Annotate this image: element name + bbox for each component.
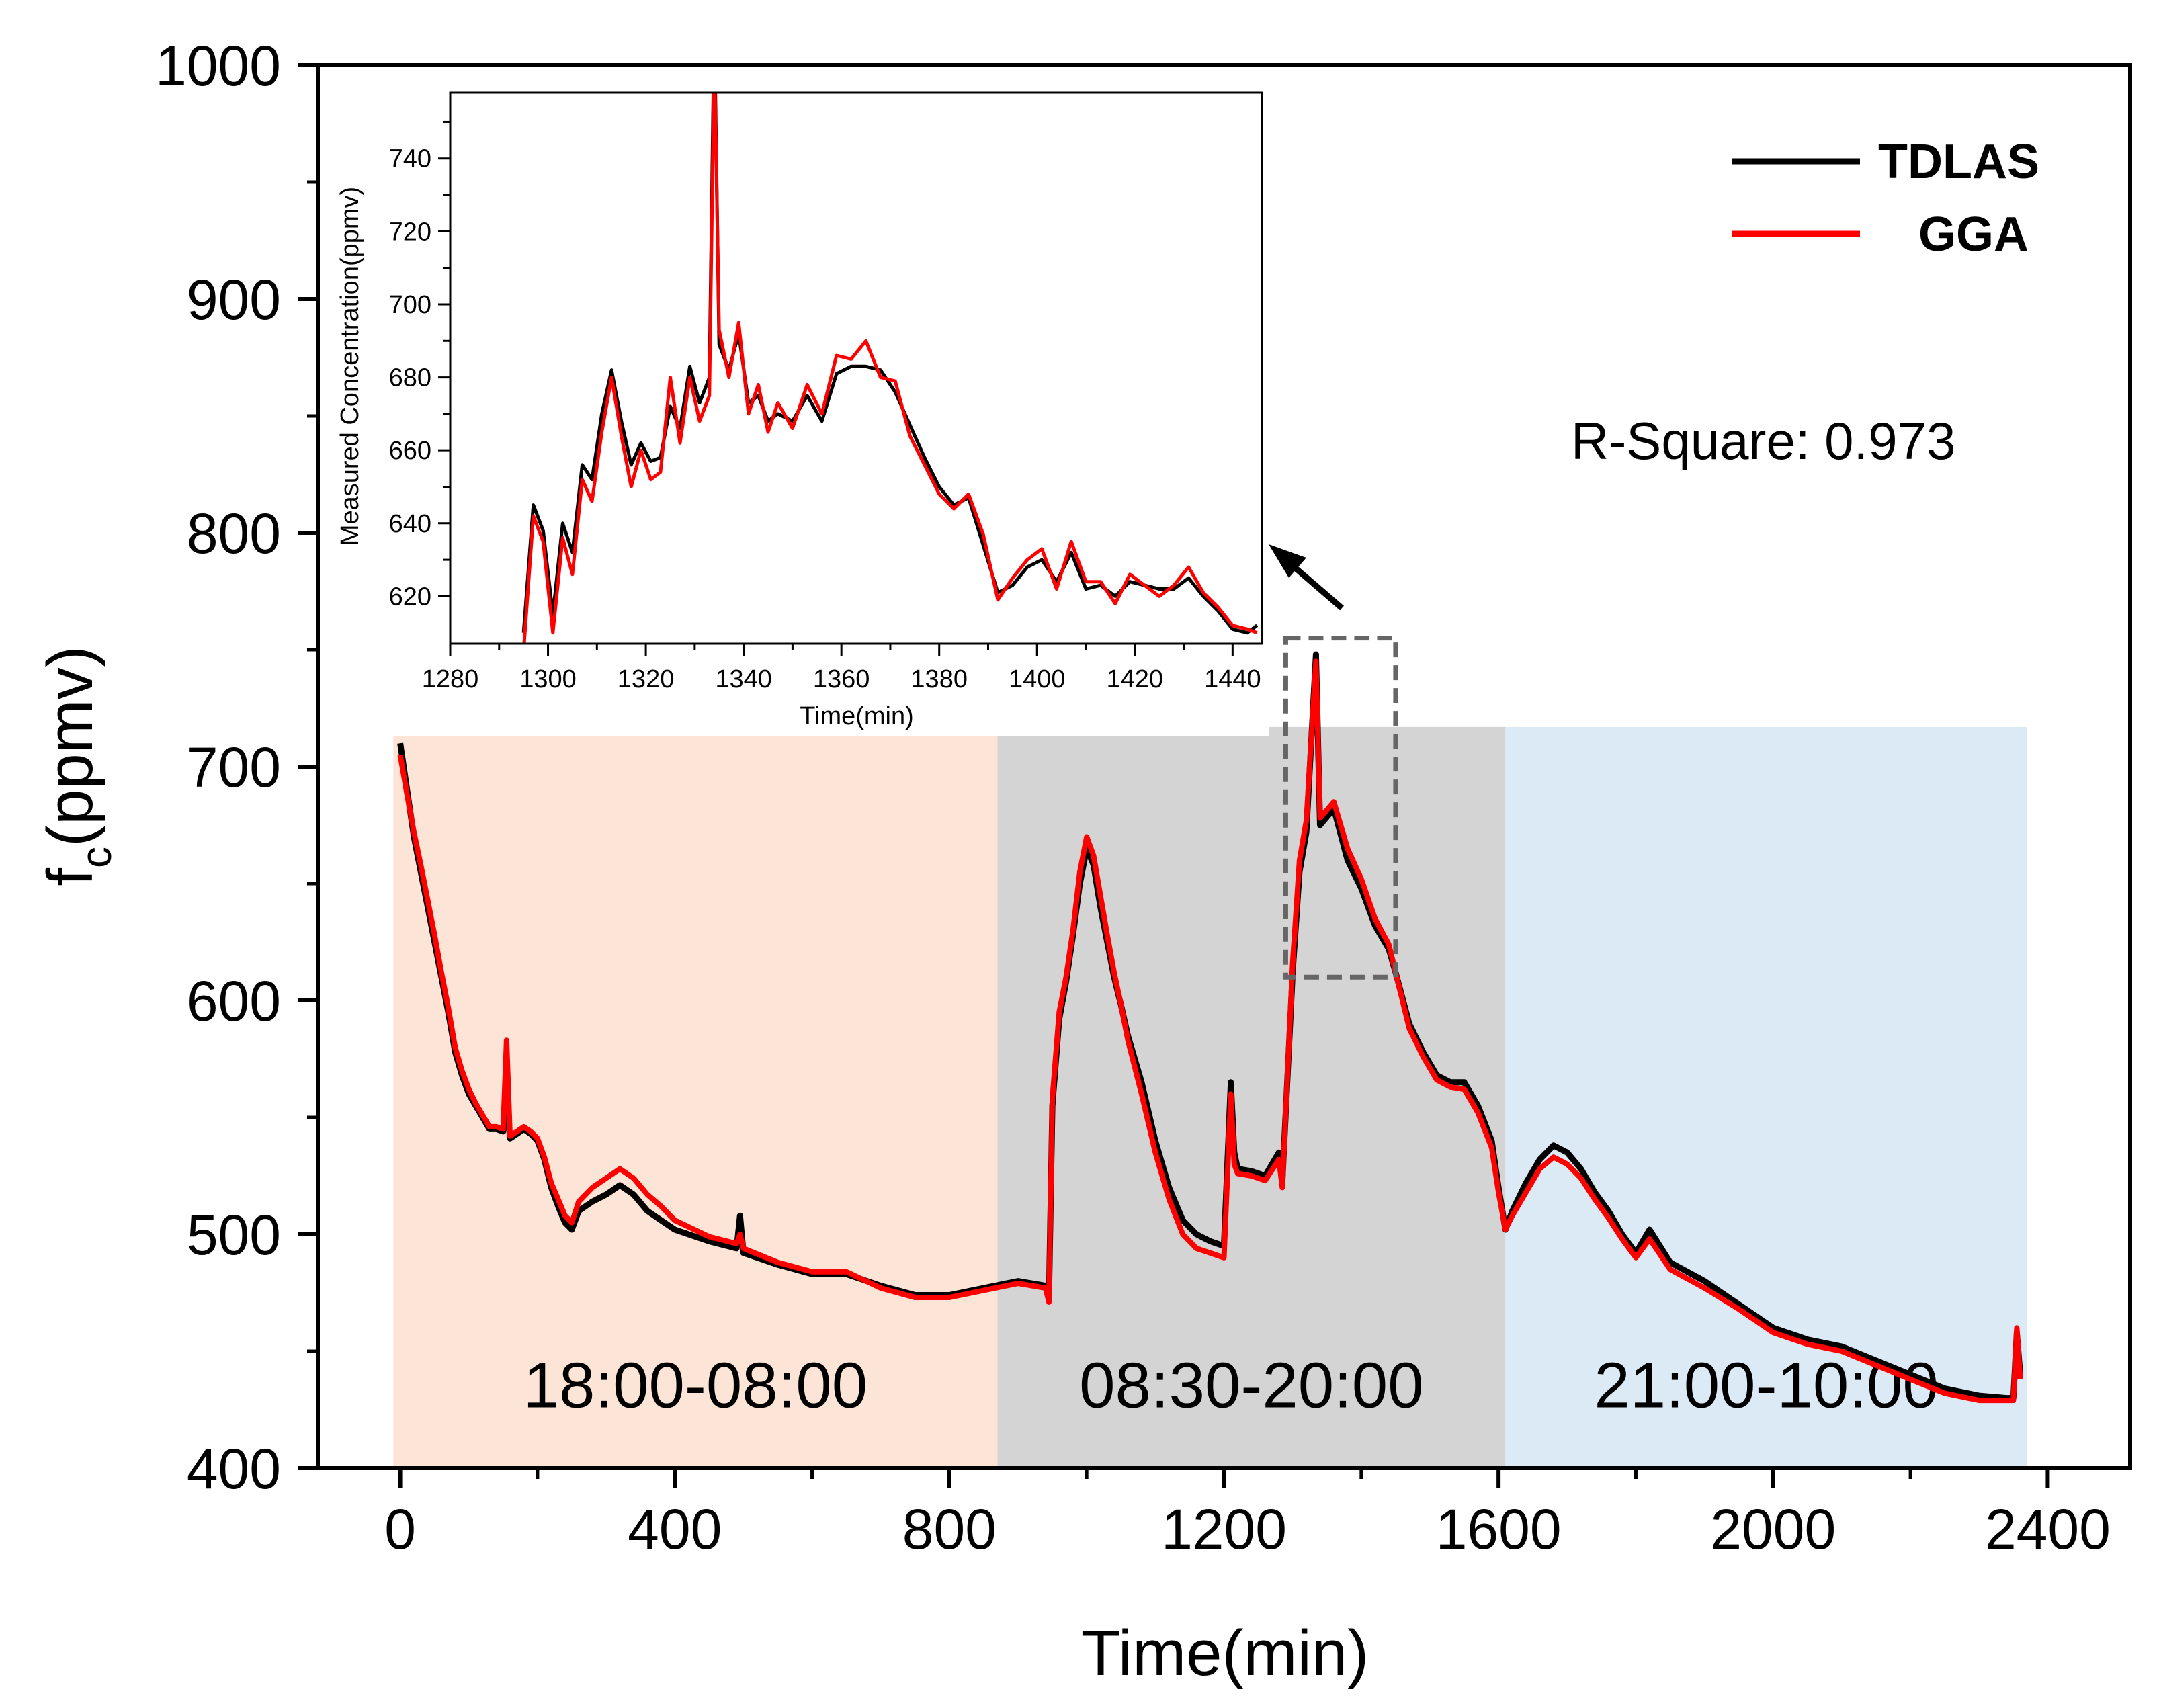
inset-y-tick-label: 740 <box>389 145 431 173</box>
y-tick-label: 500 <box>187 1203 281 1267</box>
r-square-annotation: R-Square: 0.973 <box>1571 411 1955 470</box>
x-tick-label: 800 <box>902 1498 997 1561</box>
y-axis-title: fc(ppmv) <box>34 646 120 886</box>
inset-y-axis-title: Measured Concentration(ppmv) <box>336 187 364 546</box>
inset-series-lines <box>521 93 1259 644</box>
inset-x-tick-label: 1300 <box>519 665 577 693</box>
y-tick-label: 600 <box>187 970 281 1033</box>
inset-axis-ticks: 1280 1300 1320 1340 1360 1380 1400 1420 1440 620 6… <box>389 120 1261 693</box>
inset-y-tick-label: 660 <box>389 437 431 465</box>
y-axis-title-subscript: c <box>72 847 120 868</box>
x-tick-label: 1200 <box>1161 1498 1287 1561</box>
inset-x-axis-title: Time(min) <box>800 702 914 730</box>
y-tick-label: 1000 <box>155 34 281 97</box>
period-bands: 18:00-08:00 08:30-20:00 21:00-10:00 <box>393 726 2027 1468</box>
x-tick-label: 1600 <box>1436 1498 1562 1561</box>
main-series-lines <box>397 651 2023 1404</box>
inset-y-tick-label: 720 <box>389 218 431 246</box>
y-tick-label: 800 <box>187 502 281 565</box>
y-axis-title-main: f <box>34 868 106 886</box>
inset-x-tick-label: 1280 <box>422 665 479 693</box>
y-tick-label: 700 <box>187 736 281 799</box>
zoom-arrow <box>1269 544 1344 611</box>
x-axis-title: Time(min) <box>1081 1617 1369 1689</box>
main-axis-ticks: 0 400 800 1200 1600 2000 2400 400 500 600 700 800 90… <box>155 34 2111 1561</box>
inset-x-tick-label: 1360 <box>813 665 870 693</box>
y-tick-label: 400 <box>187 1437 281 1500</box>
legend-label-tdlas: TDLAS <box>1878 135 2039 189</box>
inset-plot-frame <box>449 91 1263 645</box>
x-tick-label: 2400 <box>1985 1498 2111 1561</box>
x-tick-label: 0 <box>384 1498 416 1561</box>
period-label: 21:00-10:00 <box>1594 1350 1938 1422</box>
legend-label-gga: GGA <box>1918 208 2029 261</box>
inset-x-tick-label: 1320 <box>618 665 675 693</box>
inset-y-tick-label: 700 <box>389 291 431 319</box>
period-label: 08:30-20:00 <box>1079 1350 1423 1422</box>
series-line-gga <box>397 658 2023 1404</box>
inset-x-tick-label: 1440 <box>1204 665 1261 693</box>
inset-x-tick-label: 1340 <box>715 665 772 693</box>
inset-y-tick-label: 620 <box>389 583 431 611</box>
y-axis-title-unit: (ppmv) <box>34 646 106 847</box>
y-tick-label: 900 <box>187 268 281 331</box>
inset-plot: 1280 1300 1320 1340 1360 1380 1400 1420 1440 620 6… <box>323 81 1269 736</box>
period-label: 18:00-08:00 <box>523 1350 867 1422</box>
x-tick-label: 400 <box>628 1498 722 1561</box>
zoom-highlight-box <box>1283 636 1398 980</box>
x-tick-label: 2000 <box>1710 1498 1836 1561</box>
inset-background <box>323 81 1269 736</box>
main-plot: 18:00-08:00 08:30-20:00 21:00-10:00 0 400 80… <box>34 34 2132 1689</box>
inset-series-line-gga <box>522 93 1258 644</box>
inset-x-tick-label: 1400 <box>1009 665 1066 693</box>
inset-y-tick-label: 680 <box>389 364 431 392</box>
period-band <box>393 726 998 1468</box>
inset-y-tick-label: 640 <box>389 510 431 538</box>
inset-x-tick-label: 1420 <box>1107 665 1164 693</box>
inset-x-tick-label: 1380 <box>911 665 968 693</box>
period-band <box>1505 726 2027 1468</box>
legend: TDLAS GGA <box>1732 135 2039 261</box>
inset-series-line-tdlas <box>521 93 1259 635</box>
